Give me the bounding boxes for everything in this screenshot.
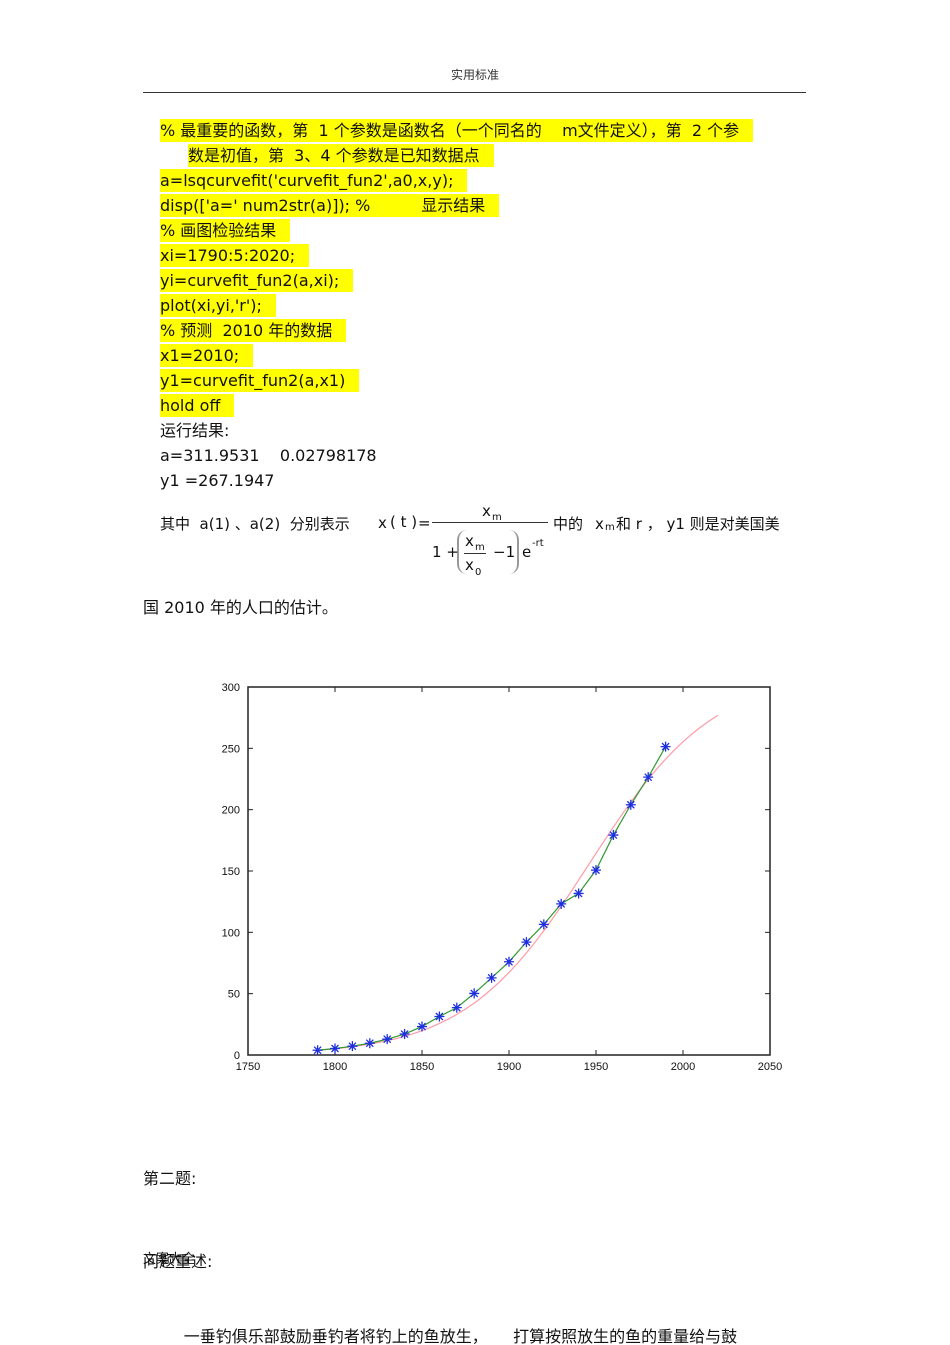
text: a=lsqcurvefit('curvefit_fun2',a0,x,y);	[160, 169, 468, 192]
text: % 画图检验结果	[160, 219, 291, 242]
star-marker	[469, 988, 480, 999]
chart: 1750 1800 1850 1900 1950 2000 2050 0 50 100 150 200…	[222, 682, 783, 1073]
section-subtitle: 问题重述:	[143, 1252, 213, 1271]
star-marker	[451, 1002, 462, 1013]
star-marker	[556, 898, 567, 909]
math: ( t )	[390, 513, 418, 531]
star-marker	[660, 741, 671, 752]
data-line	[317, 714, 719, 1051]
page-footer: 文案大全	[143, 1252, 196, 1267]
fraction-bar	[464, 553, 486, 554]
code-line: % 最重要的函数，第 1 个参数是函数名（一个同名的 m文件定义），第 2 个参	[160, 118, 754, 143]
code-line: % 预测 2010 年的数据	[160, 318, 753, 343]
star-marker	[486, 972, 497, 983]
math: m	[475, 542, 485, 553]
x-tick-label: 1800	[323, 1061, 347, 1073]
star-marker	[504, 956, 514, 967]
result-line: a=311.9531 0.02798178	[160, 446, 377, 465]
math: x	[378, 514, 387, 532]
text: 和 r ， y1 则是对美国美	[616, 515, 780, 533]
star-marker	[364, 1038, 375, 1049]
math: 1 +	[432, 543, 459, 561]
code-line: yi=curvefit_fun2(a,xi);	[160, 268, 753, 293]
math: =	[418, 514, 431, 532]
text: plot(xi,yi,'r');	[160, 294, 276, 317]
x-tick-label: 1750	[236, 1061, 260, 1073]
data-line	[317, 746, 667, 1051]
result-line: y1 =267.1947	[160, 471, 275, 490]
section: 第二题: 问题重述: 一垂钓俱乐部鼓励垂钓者将钓上的鱼放生， 打算按照放生的鱼的…	[143, 1116, 737, 1345]
star-marker	[591, 865, 601, 876]
paren	[457, 530, 519, 574]
code-line: y1=curvefit_fun2(a,x1)	[160, 368, 753, 393]
math: −1	[493, 543, 516, 561]
results: 运行结果: a=311.9531 0.02798178 y1 =267.1947	[160, 418, 377, 493]
code-line: 数是初值，第 3、4 个参数是已知数据点	[160, 143, 753, 168]
star-marker	[643, 772, 654, 783]
code-line: plot(xi,yi,'r');	[160, 293, 753, 318]
math: x	[482, 502, 491, 520]
math: x	[465, 532, 474, 550]
text: 中的	[553, 515, 584, 533]
star-marker	[625, 799, 636, 810]
code-line: a=lsqcurvefit('curvefit_fun2',a0,x,y);	[160, 168, 753, 193]
star-marker	[573, 888, 584, 899]
code-line: hold off	[160, 393, 753, 418]
y-tick-label: 300	[222, 682, 240, 694]
star-marker	[382, 1034, 393, 1045]
x-tick-label: 1900	[497, 1061, 521, 1073]
page-header: 实用标准	[450, 68, 499, 82]
code-line: % 画图检验结果	[160, 218, 753, 243]
math: -rt	[532, 538, 544, 549]
code-line: disp(['a=' num2str(a)]); % 显示结果	[160, 193, 753, 218]
text: 国 2010 年的人口的估计。	[143, 598, 338, 617]
code-line: x1=2010;	[160, 343, 753, 368]
text: xi=1790:5:2020;	[160, 244, 310, 267]
y-tick-label: 200	[222, 805, 240, 817]
text: 其中 a(1) 、a(2) 分别表示	[160, 515, 350, 533]
text: % 最重要的函数，第 1 个参数是函数名（一个同名的 m文件定义），第 2 个参	[160, 119, 754, 142]
y-tick-label: 250	[222, 743, 240, 755]
text: yi=curvefit_fun2(a,xi);	[160, 269, 354, 292]
header-rule	[143, 92, 806, 93]
star-marker	[347, 1041, 358, 1052]
math: x	[465, 556, 474, 574]
x-tick-label: 1850	[410, 1061, 434, 1073]
star-marker	[330, 1043, 340, 1054]
x-tick-label: 2000	[671, 1061, 695, 1073]
code-block: % 最重要的函数，第 1 个参数是函数名（一个同名的 m文件定义），第 2 个参…	[160, 118, 754, 418]
text: y1=curvefit_fun2(a,x1)	[160, 369, 360, 392]
fraction-bar	[432, 522, 548, 523]
math: m	[492, 512, 502, 523]
y-tick-label: 0	[234, 1050, 240, 1062]
text: hold off	[160, 394, 235, 417]
y-tick-label: 150	[222, 866, 240, 878]
code-line: xi=1790:5:2020;	[160, 243, 753, 268]
plot-frame	[247, 686, 771, 1056]
x-tick-label: 2050	[758, 1061, 782, 1073]
math: m	[605, 522, 615, 533]
math: e	[522, 543, 532, 561]
text: % 预测 2010 年的数据	[160, 319, 347, 342]
y-tick-label: 50	[228, 989, 240, 1001]
text: disp(['a=' num2str(a)]); % 显示结果	[160, 194, 500, 217]
star-marker	[417, 1021, 427, 1032]
result-line: 运行结果:	[160, 421, 230, 440]
star-marker	[538, 919, 549, 930]
x-tick-label: 1950	[584, 1061, 608, 1073]
math: 0	[475, 567, 482, 578]
star-marker	[434, 1011, 445, 1022]
math: x	[595, 515, 604, 533]
section-title: 第二题:	[143, 1169, 197, 1188]
paragraph-line: 一垂钓俱乐部鼓励垂钓者将钓上的鱼放生， 打算按照放生的鱼的重量给与鼓	[143, 1327, 738, 1345]
formula-sentence: 其中 a(1) 、a(2) 分别表示 x ( t ) = x m 1 + x m…	[160, 500, 820, 590]
text: x1=2010;	[160, 344, 254, 367]
y-tick-label: 100	[222, 927, 240, 939]
star-marker	[312, 1045, 323, 1056]
text: 数是初值，第 3、4 个参数是已知数据点	[188, 144, 494, 167]
star-marker	[608, 830, 619, 841]
star-marker	[399, 1029, 410, 1040]
star-marker	[521, 937, 532, 948]
